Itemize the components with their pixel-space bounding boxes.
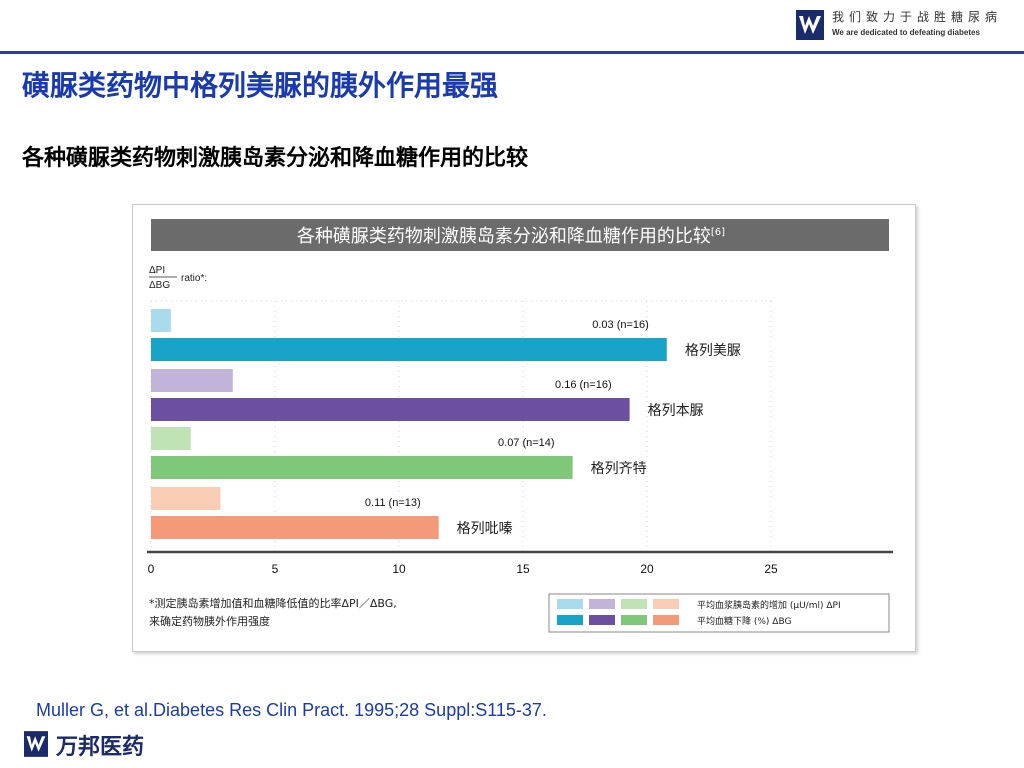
x-tick-label: 5	[272, 562, 279, 576]
ratio-numerator: ΔPI	[149, 265, 165, 276]
bar-chart: 各种磺脲类药物刺激胰岛素分泌和降血糖作用的比较[6] ΔPI ΔBG ratio*:…	[147, 219, 893, 633]
footnote-line: 来确定药物胰外作用强度	[149, 614, 270, 628]
citation: Muller G, et al.Diabetes Res Clin Pract.…	[36, 700, 547, 720]
bar-delta-pi	[151, 369, 233, 392]
category-label: 格列吡嗪	[457, 521, 513, 537]
category-label: 格列齐特	[591, 461, 647, 477]
header-logo: 我们致力于战胜糖尿病 We are dedicated to defeating…	[796, 8, 1016, 44]
footer-logo-icon	[24, 731, 48, 757]
x-tick-label: 15	[516, 562, 530, 576]
chart-title-ref: [6]	[711, 227, 725, 238]
legend-entry-bg: 平均血糖下降 (%) ΔBG	[697, 615, 791, 627]
slide-title: 磺脲类药物中格列美脲的胰外作用最强	[22, 69, 499, 102]
bar-delta-bg	[151, 456, 573, 479]
header-divider	[0, 51, 1024, 54]
ratio-value-label: 0.11 (n=13)	[365, 497, 421, 509]
ratio-value-label: 0.03 (n=16)	[592, 319, 649, 331]
category-label: 格列美脲	[685, 343, 741, 359]
legend-swatch-bg	[589, 615, 615, 625]
header-slogan-cn: 我们致力于战胜糖尿病	[832, 10, 1003, 24]
legend-swatch-pi	[621, 599, 647, 609]
bar-delta-bg	[151, 338, 667, 361]
bar-delta-bg	[151, 398, 630, 421]
legend-swatch-bg	[557, 615, 583, 625]
legend-entry-pi: 平均血浆胰岛素的增加 (μU/ml) ΔPI	[697, 599, 841, 611]
legend-swatch-bg	[621, 615, 647, 625]
legend-swatch-pi	[589, 599, 615, 609]
bar-delta-pi	[151, 487, 221, 510]
footer-logo-text: 万邦医药	[56, 735, 145, 760]
legend-box	[548, 593, 890, 633]
ratio-value-label: 0.16 (n=16)	[555, 379, 612, 391]
x-tick-label: 20	[640, 562, 654, 576]
company-logo-icon	[796, 10, 824, 40]
ratio-label: ΔPI ΔBG ratio*:	[149, 265, 207, 291]
footnote-line: *测定胰岛素增加值和血糖降低值的比率ΔPI／ΔBG,	[149, 596, 397, 610]
x-tick-label: 10	[392, 562, 406, 576]
chart-title-banner	[151, 219, 889, 251]
category-label: 格列本脲	[648, 403, 704, 419]
chart-footnote: *测定胰岛素增加值和血糖降低值的比率ΔPI／ΔBG, 来确定药物胰外作用强度	[149, 596, 397, 628]
chart-title: 各种磺脲类药物刺激胰岛素分泌和降血糖作用的比较[6]	[297, 226, 725, 247]
slide-subtitle: 各种磺脲类药物刺激胰岛素分泌和降血糖作用的比较	[22, 146, 529, 171]
x-tick-label: 0	[148, 562, 155, 576]
header-slogan-en: We are dedicated to defeating diabetes	[832, 28, 980, 37]
legend-swatch-pi	[653, 599, 679, 609]
chart-frame: 各种磺脲类药物刺激胰岛素分泌和降血糖作用的比较[6] ΔPI ΔBG ratio*:…	[132, 204, 916, 652]
bar-delta-pi	[151, 427, 191, 450]
x-axis: 0 5 10 15 20 25	[147, 550, 893, 576]
ratio-suffix: ratio*:	[181, 273, 207, 284]
chart-bars: 0.03 (n=16) 格列美脲 0.16 (n=16) 格列本脲 0.07 (n=14…	[151, 309, 741, 539]
footer-logo: 万邦医药	[24, 729, 194, 761]
bar-delta-bg	[151, 516, 439, 539]
bar-delta-pi	[151, 309, 171, 332]
chart-legend: 平均血浆胰岛素的增加 (μU/ml) ΔPI 平均血糖下降 (%) ΔBG	[548, 593, 890, 633]
legend-swatch-bg	[653, 615, 679, 625]
ratio-denominator: ΔBG	[149, 280, 170, 291]
ratio-value-label: 0.07 (n=14)	[498, 437, 555, 449]
x-tick-label: 25	[764, 562, 778, 576]
legend-swatch-pi	[557, 599, 583, 609]
chart-grid	[150, 300, 773, 551]
